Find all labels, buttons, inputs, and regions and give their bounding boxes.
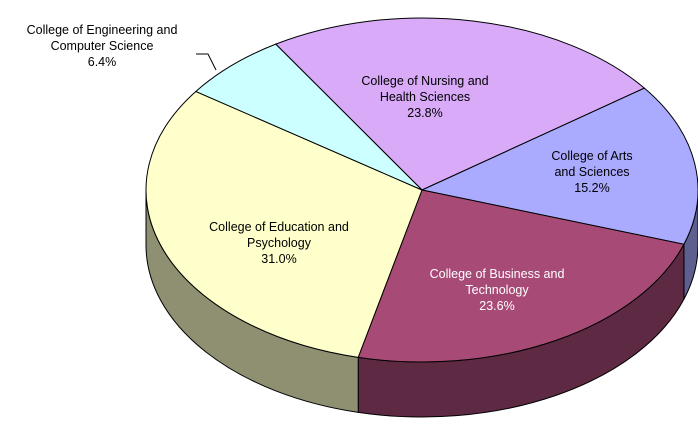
slice-label: College of Nursing and Health Sciences 2… bbox=[350, 73, 500, 121]
slice bbox=[145, 90, 423, 358]
value-label: 15.2% bbox=[574, 181, 610, 195]
slice bbox=[420, 87, 698, 245]
value-label: 31.0% bbox=[261, 252, 297, 266]
slice bbox=[194, 43, 423, 191]
category-label: College of Arts and Sciences bbox=[551, 149, 633, 179]
leader-line bbox=[196, 53, 217, 71]
category-label: College of Business and Technology bbox=[429, 267, 565, 297]
slice bbox=[357, 189, 685, 363]
slice bbox=[274, 17, 646, 191]
slice-label: College of Business and Technology 23.6% bbox=[407, 266, 587, 314]
value-label: 23.8% bbox=[407, 106, 443, 120]
category-label: College of Nursing and Health Sciences bbox=[361, 74, 489, 104]
slice-label: College of Education and Psychology 31.0… bbox=[184, 219, 374, 267]
value-label: 23.6% bbox=[479, 299, 515, 313]
value-label: 6.4% bbox=[87, 55, 117, 69]
slice-label: College of Arts and Sciences 15.2% bbox=[542, 148, 642, 196]
category-label: College of Education and Psychology bbox=[209, 220, 349, 250]
pie-tops bbox=[145, 17, 698, 363]
category-label: College of Engineering and Computer Scie… bbox=[26, 23, 178, 53]
slice-label: College of Engineering and Computer Scie… bbox=[2, 22, 202, 70]
